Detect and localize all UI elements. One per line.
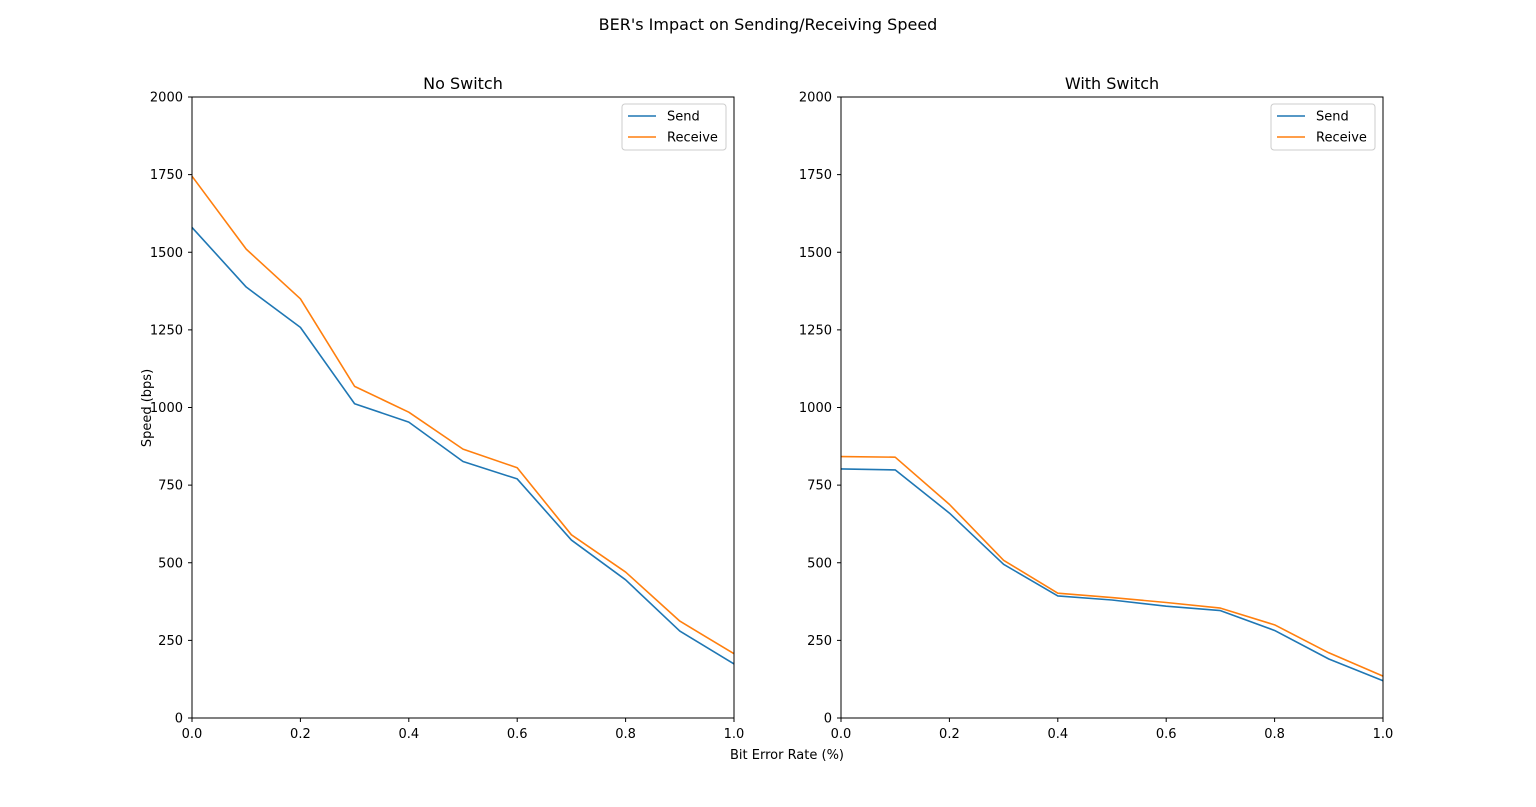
y-tick-label: 0 <box>824 712 832 727</box>
figure-title: BER's Impact on Sending/Receiving Speed <box>599 15 938 34</box>
legend-label-receive: Receive <box>667 131 718 146</box>
x-tick-label: 0.0 <box>182 727 203 742</box>
panel-no-switch: No Switch 0.0 0.2 0.4 0.6 0.8 1.0 0 250 500 750 100… <box>150 74 744 742</box>
y-tick-label: 1500 <box>150 246 183 261</box>
y-tick-label: 750 <box>158 479 183 494</box>
y-tick-label: 750 <box>807 479 832 494</box>
x-tick-label: 0.8 <box>1264 727 1285 742</box>
y-tick-label: 500 <box>807 556 832 571</box>
legend-label-send: Send <box>1316 110 1349 125</box>
y-tick-label: 500 <box>158 556 183 571</box>
y-tick-label: 1000 <box>799 401 832 416</box>
series-line-send <box>840 468 1384 682</box>
panel-title: No Switch <box>423 74 503 93</box>
x-tick-label: 0.4 <box>398 727 419 742</box>
legend-label-send: Send <box>667 110 700 125</box>
y-tick-label: 1000 <box>150 401 183 416</box>
x-tick-label: 0.6 <box>1156 727 1177 742</box>
y-axis-label: Speed (bps) <box>140 369 155 447</box>
y-tick-label: 1250 <box>799 323 832 338</box>
series-line-receive <box>840 455 1384 677</box>
y-tick-label: 2000 <box>799 91 832 106</box>
panel-with-switch: With Switch 0.0 0.2 0.4 0.6 0.8 1.0 0 250 500 750 1… <box>799 74 1393 742</box>
x-tick-label: 0.2 <box>939 727 960 742</box>
plot-frame <box>191 96 735 719</box>
x-axis-label: Bit Error Rate (%) <box>730 748 844 763</box>
y-tick-label: 1250 <box>150 323 183 338</box>
y-tick-label: 1750 <box>150 168 183 183</box>
x-tick-label: 0.0 <box>831 727 852 742</box>
series-line-send <box>191 226 735 665</box>
legend-label-receive: Receive <box>1316 131 1367 146</box>
y-tick-label: 1500 <box>799 246 832 261</box>
x-tick-label: 0.8 <box>615 727 636 742</box>
x-tick-label: 0.2 <box>290 727 311 742</box>
plot-frame <box>840 96 1384 719</box>
y-tick-label: 1750 <box>799 168 832 183</box>
panel-title: With Switch <box>1065 74 1159 93</box>
x-tick-label: 1.0 <box>724 727 745 742</box>
x-tick-label: 0.6 <box>507 727 528 742</box>
x-tick-label: 1.0 <box>1373 727 1394 742</box>
y-tick-label: 250 <box>807 634 832 649</box>
x-tick-label: 0.4 <box>1047 727 1068 742</box>
y-tick-label: 0 <box>175 712 183 727</box>
y-tick-label: 250 <box>158 634 183 649</box>
series-line-receive <box>191 175 735 655</box>
y-tick-label: 2000 <box>150 91 183 106</box>
